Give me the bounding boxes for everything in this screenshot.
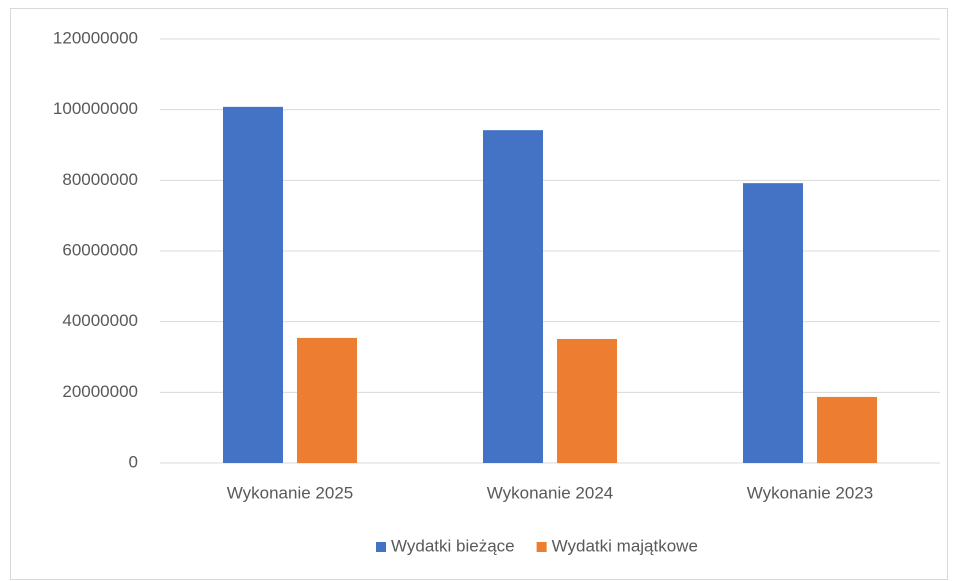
x-tick-label: Wykonanie 2023 [747,483,874,502]
bar [483,130,543,463]
x-tick-label: Wykonanie 2025 [227,483,354,502]
y-tick-label: 60000000 [62,240,138,259]
legend-swatch [376,542,386,552]
legend-swatch [536,542,547,552]
y-tick-label: 100000000 [53,99,138,118]
y-tick-label: 40000000 [62,311,138,330]
bar [817,396,877,463]
x-tick-label: Wykonanie 2024 [487,483,614,502]
bar [743,183,803,463]
bar [223,106,283,463]
y-tick-label: 0 [129,452,138,471]
y-tick-label: 120000000 [53,28,138,47]
y-tick-label: 20000000 [62,382,138,401]
bar [557,338,617,463]
bar [297,337,357,463]
y-tick-label: 80000000 [62,170,138,189]
legend-label: Wydatki bieżące [391,536,515,555]
legend-label: Wydatki majątkowe [552,536,698,555]
